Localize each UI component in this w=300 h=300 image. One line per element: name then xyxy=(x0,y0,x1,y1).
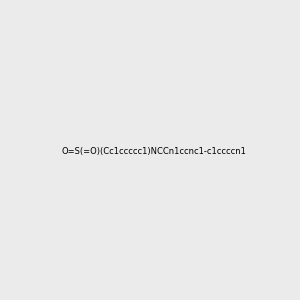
Text: O=S(=O)(Cc1ccccc1)NCCn1ccnc1-c1ccccn1: O=S(=O)(Cc1ccccc1)NCCn1ccnc1-c1ccccn1 xyxy=(61,147,246,156)
